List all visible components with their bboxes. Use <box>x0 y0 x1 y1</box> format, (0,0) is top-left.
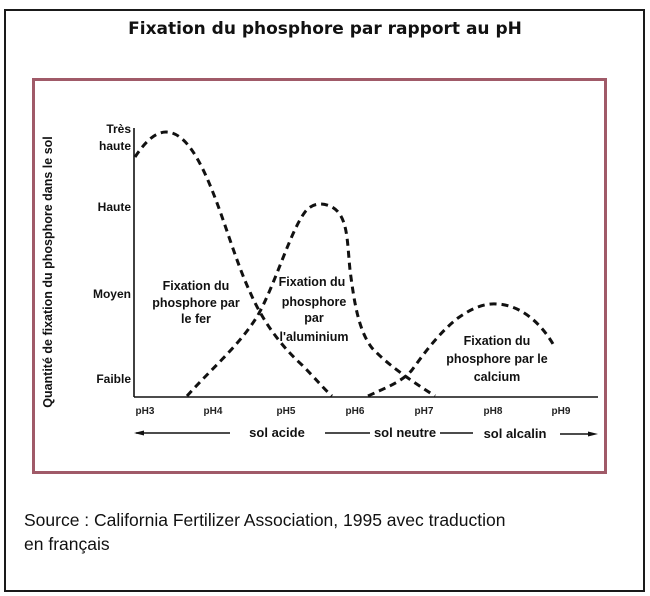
aluminium-label-1: Fixation du <box>279 275 346 289</box>
curve-labels: Fixation du phosphore par le fer Fixatio… <box>152 275 548 384</box>
soil-zone-arrow: sol acide sol neutre sol alcalin <box>134 425 598 441</box>
y-tick-moyen: Moyen <box>93 287 131 301</box>
zone-alkaline: sol alcalin <box>484 426 547 441</box>
chart-title: Fixation du phosphore par rapport au pH <box>128 19 522 39</box>
y-tick-haute-2: haute <box>99 139 131 153</box>
curves <box>133 130 555 398</box>
y-tick-tres: Très <box>106 122 131 136</box>
y-tick-labels: Très haute Haute Moyen Faible <box>93 122 131 386</box>
y-axis-label: Quantité de fixation du phosphore dans l… <box>41 136 55 408</box>
x-tick-ph9: pH9 <box>552 406 571 417</box>
y-tick-haute: Haute <box>98 200 132 214</box>
iron-label-1: Fixation du <box>163 279 230 293</box>
source-line-2: en français <box>24 534 110 554</box>
chart-frame <box>32 78 607 474</box>
zone-acid: sol acide <box>249 425 305 440</box>
curve-aluminium <box>185 202 436 398</box>
calcium-label-1: Fixation du <box>464 334 531 348</box>
iron-label-3: le fer <box>181 312 211 326</box>
right-arrowhead-icon <box>588 431 598 437</box>
curve-iron <box>133 130 333 398</box>
x-tick-ph4: pH4 <box>204 406 223 417</box>
figure-frame <box>4 9 645 592</box>
aluminium-label-4: l'aluminium <box>280 330 349 344</box>
left-arrowhead-icon <box>134 430 144 436</box>
aluminium-label-2: phosphore <box>282 295 347 309</box>
x-tick-ph7: pH7 <box>415 406 434 417</box>
curve-calcium <box>367 302 555 398</box>
aluminium-label-3: par <box>304 311 324 325</box>
x-tick-ph6: pH6 <box>346 406 365 417</box>
calcium-label-2: phosphore par le <box>446 352 547 366</box>
iron-label-2: phosphore par <box>152 296 240 310</box>
y-tick-faible: Faible <box>96 372 131 386</box>
source-caption: Source : California Fertilizer Associati… <box>24 508 624 556</box>
source-line-1: Source : California Fertilizer Associati… <box>24 510 506 530</box>
x-tick-ph3: pH3 <box>136 406 155 417</box>
x-tick-labels: pH3 pH4 pH5 pH6 pH7 pH8 pH9 <box>136 406 571 417</box>
zone-neutral: sol neutre <box>374 425 436 440</box>
x-tick-ph5: pH5 <box>277 406 296 417</box>
calcium-label-3: calcium <box>474 370 521 384</box>
x-tick-ph8: pH8 <box>484 406 503 417</box>
